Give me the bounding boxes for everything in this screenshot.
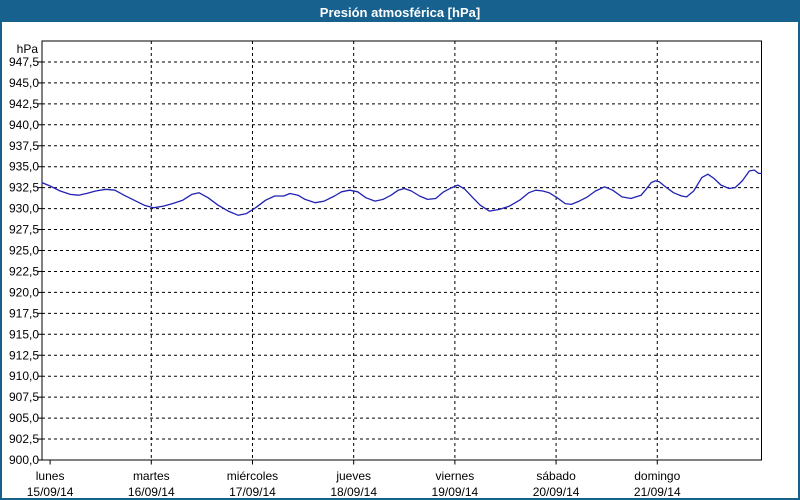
y-tick-label: 920,0 bbox=[9, 285, 39, 299]
y-tick-label: 910,0 bbox=[9, 369, 39, 383]
plot-border bbox=[41, 40, 762, 461]
x-date-label: 16/09/14 bbox=[128, 485, 175, 498]
y-tick-label: 917,5 bbox=[9, 306, 39, 320]
y-tick-label: 912,5 bbox=[9, 348, 39, 362]
y-tick-label: 915,0 bbox=[9, 327, 39, 341]
x-day-label: viernes bbox=[436, 469, 475, 483]
y-tick-label: 932,5 bbox=[9, 181, 39, 195]
x-date-label: 20/09/14 bbox=[533, 485, 580, 498]
y-tick-label: 907,5 bbox=[9, 390, 39, 404]
pressure-line bbox=[41, 169, 763, 216]
x-date-label: 18/09/14 bbox=[330, 485, 377, 498]
window-title: Presión atmosférica [hPa] bbox=[319, 4, 481, 20]
x-date-label: 21/09/14 bbox=[634, 485, 681, 498]
y-tick-label: 927,5 bbox=[9, 223, 39, 237]
y-tick-label: 947,5 bbox=[9, 55, 39, 69]
x-date-label: 15/09/14 bbox=[27, 485, 74, 498]
y-tick-label: 902,5 bbox=[9, 432, 39, 446]
y-tick-label: 942,5 bbox=[9, 97, 39, 111]
y-tick-label: 940,0 bbox=[9, 118, 39, 132]
x-day-label: domingo bbox=[634, 469, 680, 483]
chart-title-bar: Presión atmosférica [hPa] bbox=[2, 2, 798, 22]
x-date-label: 17/09/14 bbox=[229, 485, 276, 498]
y-tick-label: 922,5 bbox=[9, 264, 39, 278]
x-day-label: jueves bbox=[335, 469, 371, 483]
x-day-label: lunes bbox=[36, 469, 65, 483]
x-date-label: 19/09/14 bbox=[432, 485, 479, 498]
y-tick-label: 925,0 bbox=[9, 244, 39, 258]
y-tick-label: 937,5 bbox=[9, 139, 39, 153]
x-day-label: miércoles bbox=[227, 469, 278, 483]
y-tick-label: 935,0 bbox=[9, 160, 39, 174]
y-tick-label: 945,0 bbox=[9, 76, 39, 90]
x-day-label: sábado bbox=[536, 469, 576, 483]
y-tick-label: 905,0 bbox=[9, 411, 39, 425]
y-tick-label: 900,0 bbox=[9, 453, 39, 467]
y-axis-unit-label: hPa bbox=[17, 42, 39, 56]
y-tick-label: 930,0 bbox=[9, 202, 39, 216]
x-day-label: martes bbox=[133, 469, 170, 483]
